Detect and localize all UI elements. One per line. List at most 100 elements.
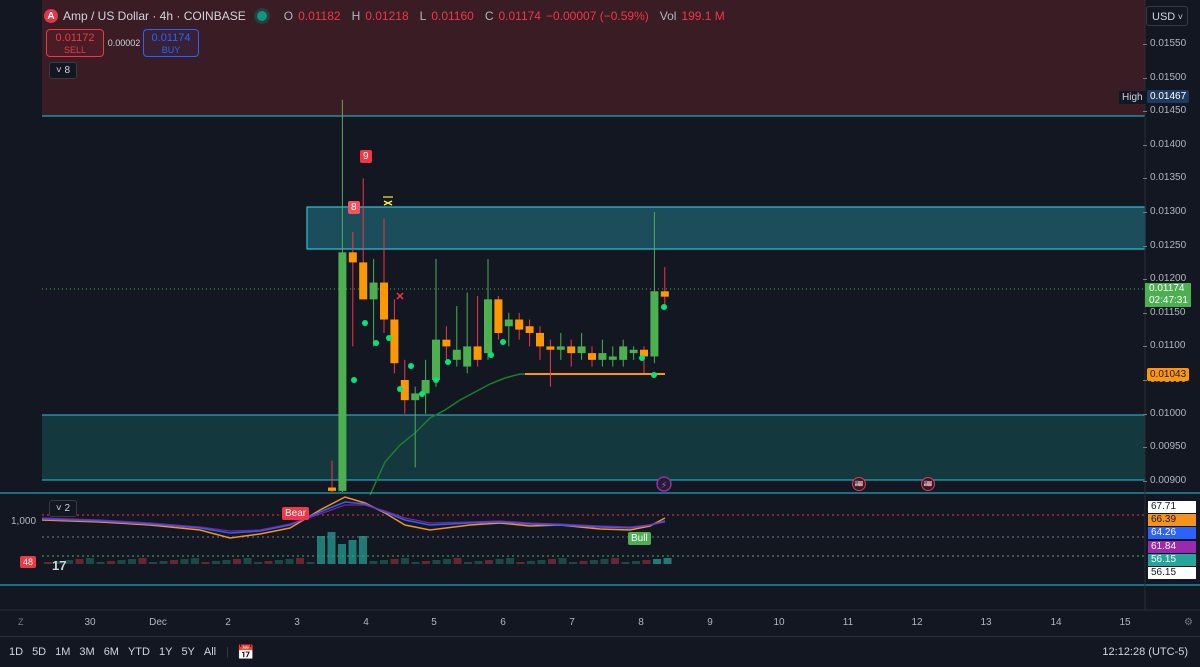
sell-button[interactable]: 0.01172 SELL xyxy=(46,29,104,57)
time-tick-label: 2 xyxy=(225,617,231,628)
time-tick-label: 13 xyxy=(980,617,992,628)
indicator-line-blue xyxy=(41,501,666,534)
indicator-bar xyxy=(117,560,126,564)
close-label: C xyxy=(484,9,494,23)
indicator-bar xyxy=(653,559,661,564)
candle-body xyxy=(432,339,440,380)
zoom-icon[interactable]: Z xyxy=(18,617,24,627)
candle-body xyxy=(369,282,378,300)
candle-body xyxy=(556,346,565,350)
signal-dot xyxy=(488,352,494,358)
settings-icon[interactable]: ⚙ xyxy=(1184,617,1193,628)
timeframe-button[interactable]: YTD xyxy=(127,646,150,658)
indicator-bar xyxy=(474,561,483,564)
timeframe-button[interactable]: All xyxy=(203,646,217,658)
us-flag-event-icon[interactable]: 🇺🇸 xyxy=(852,477,866,491)
indicator-bar xyxy=(264,561,273,564)
indicator-bar xyxy=(411,562,420,564)
candle-body xyxy=(338,252,347,491)
price-tick-label: 0.01200 xyxy=(1150,273,1187,285)
indicator-value-badge: 56.15 xyxy=(1148,567,1196,579)
signal-dot xyxy=(351,377,357,383)
indicator-bar xyxy=(65,560,73,564)
close-value: 0.01174 xyxy=(498,9,541,23)
indicator-bar xyxy=(306,562,315,564)
indicator-bar xyxy=(327,532,336,564)
us-flag-event-icon[interactable]: 🇺🇸 xyxy=(921,477,935,491)
time-tick-label: 15 xyxy=(1119,617,1131,628)
time-tick-label: 10 xyxy=(773,617,785,628)
price-tick-label: 0.01350 xyxy=(1150,172,1187,184)
signal-dot xyxy=(408,363,414,369)
buy-price: 0.01174 xyxy=(151,32,191,44)
timeframe-button[interactable]: 6M xyxy=(103,646,119,658)
candle-body xyxy=(484,299,492,354)
event-lightning-icon[interactable] xyxy=(656,476,672,492)
indicator-value-badge: 66.39 xyxy=(1148,514,1196,527)
bar-countdown: 02:47:31 xyxy=(1149,295,1188,306)
pane-indicator-count: 2 xyxy=(64,503,71,514)
price-tick-label: 0.01550 xyxy=(1150,38,1187,49)
price-tick-label: 0.00900 xyxy=(1150,474,1187,486)
signal-dot xyxy=(362,320,368,326)
indicator-bar xyxy=(275,560,283,564)
candle-body xyxy=(650,291,659,357)
clock-display[interactable]: 12:12:28 (UTC-5) xyxy=(1102,646,1188,658)
indicator-line-purple xyxy=(41,504,666,532)
indicator-bar xyxy=(359,536,367,564)
symbol-title[interactable]: Amp / US Dollar · 4h · COINBASE xyxy=(63,9,246,23)
indicator-value-badge: 67.71 xyxy=(1148,501,1196,513)
indicator-bar xyxy=(453,558,462,564)
indicator-bar xyxy=(54,561,63,564)
indicator-bar xyxy=(380,560,388,564)
last-price-badge: 0.01174 02:47:31 xyxy=(1145,283,1191,307)
timeframe-button[interactable]: 5Y xyxy=(181,646,195,658)
indicator-value-badge: 64.26 xyxy=(1148,527,1196,540)
timeframe-button[interactable]: 1M xyxy=(55,646,71,658)
date-range-icon[interactable]: 📅 xyxy=(237,643,255,660)
indicator-bar xyxy=(317,536,325,564)
price-tick-label: 0.01250 xyxy=(1150,239,1187,251)
candle-body xyxy=(598,353,607,360)
timeframe-button[interactable]: 5D xyxy=(32,646,47,658)
indicator-bar xyxy=(128,559,136,564)
indicator-bar xyxy=(285,559,294,564)
timeframe-button[interactable]: 1Y xyxy=(158,646,173,658)
currency-select[interactable]: USD ˅ xyxy=(1146,6,1188,26)
candle-body xyxy=(660,291,669,297)
price-tick-mark xyxy=(1143,144,1147,146)
orange-level-badge: 0.01043 xyxy=(1147,368,1190,381)
price-tick-label: 0.01450 xyxy=(1150,105,1187,117)
candle-body xyxy=(380,282,388,320)
price-tick-mark xyxy=(1143,111,1147,113)
indicator-bar xyxy=(180,559,189,564)
indicator-bar xyxy=(159,561,168,564)
price-tick-mark xyxy=(1143,245,1147,247)
signal-dot xyxy=(651,372,657,378)
time-tick-label: 12 xyxy=(911,617,923,628)
timeframe-button[interactable]: 3M xyxy=(79,646,95,658)
indicators-collapse-button[interactable]: ˅ 8 xyxy=(49,62,77,79)
candle-body xyxy=(421,380,430,394)
indicator-bar xyxy=(506,558,514,564)
candle-body xyxy=(629,349,638,354)
signal-dot xyxy=(386,335,392,341)
chart-legend: A Amp / US Dollar · 4h · COINBASE O 0.011… xyxy=(44,9,725,23)
pane-collapse-button[interactable]: ˅ 2 xyxy=(49,500,77,517)
sequence-8-marker: 8 xyxy=(348,201,360,214)
indicator-bar xyxy=(107,561,115,564)
candle-body xyxy=(525,326,534,333)
toolbar-divider: | xyxy=(226,646,229,658)
time-tick-label: 8 xyxy=(638,617,644,628)
timeframe-button[interactable]: 1D xyxy=(9,646,24,658)
indicator-bar xyxy=(516,562,525,564)
price-tick-label: 0.00950 xyxy=(1150,441,1187,453)
indicator-bar xyxy=(191,558,199,564)
change-value: −0.00007 (−0.59%) xyxy=(545,9,649,23)
candle-body xyxy=(536,332,544,347)
indicator-count: 8 xyxy=(64,65,71,76)
resistance-zone-top xyxy=(42,0,1145,116)
price-tick-mark xyxy=(1143,212,1147,213)
buy-button[interactable]: 0.01174 BUY xyxy=(143,29,199,57)
